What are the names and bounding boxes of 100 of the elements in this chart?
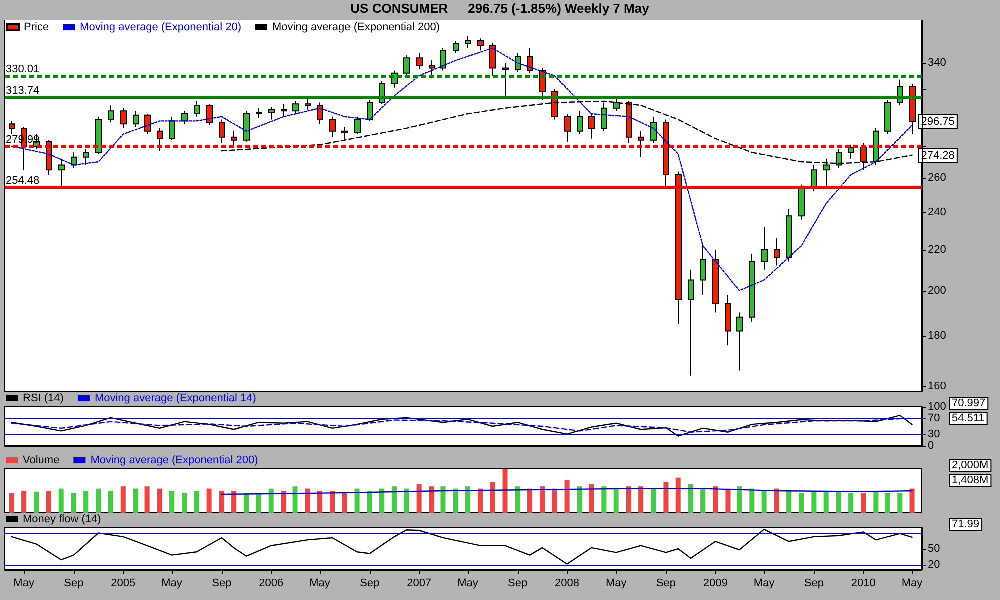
candlestick [440,48,446,72]
ref-line-label: 313.74 [6,85,40,98]
bar [885,493,890,513]
candlestick [588,114,595,140]
legend-label: Price [24,22,50,34]
y-tick-label: 20 [928,558,940,571]
bar [527,488,532,513]
bar [651,488,656,513]
candlestick [243,110,250,142]
candlestick [515,52,521,73]
bar [564,480,570,513]
candlestick [675,171,682,325]
bar [737,486,742,513]
bar [874,491,879,513]
bar [120,486,126,513]
bar [58,488,64,513]
y-tick-label: 70 [928,412,940,425]
bar [836,491,842,513]
x-tick-label: 2009 [703,578,728,590]
candlestick [305,96,311,110]
candlestick [663,119,669,188]
legend-label: Money flow (14) [23,514,102,526]
bar [848,493,854,513]
bar [380,488,385,513]
x-tick-label: May [162,578,183,590]
legend-label: Moving average (Exponential 200) [272,22,440,34]
candlestick [453,40,459,54]
bar [182,493,188,513]
candlestick [786,208,792,262]
bar [910,488,915,513]
candlestick [281,104,287,118]
candlestick [256,108,262,119]
bar [861,493,866,513]
candlestick [181,110,188,125]
candlestick [700,244,706,296]
bar [404,488,410,513]
bar [453,488,458,513]
bar [824,491,829,513]
candlestick [206,104,213,126]
y-tick-label: 260 [928,172,946,184]
x-tick-label: 2008 [555,578,580,590]
legend-label: Volume [23,454,60,466]
y-tick-label: 50 [928,543,940,555]
bar [292,486,298,513]
chart-title: US CONSUMER [350,1,448,16]
candlestick [774,238,780,266]
x-tick-label: May [310,578,331,590]
bar [232,491,237,513]
ref-line-label: 254.48 [6,174,40,187]
x-tick-label: 2007 [407,578,432,590]
bar [342,493,348,513]
candlestick [194,100,200,118]
candlestick [403,55,410,76]
candlestick [527,48,533,74]
candlestick [268,106,275,120]
legend-label: Moving average (Exponential 200) [90,454,258,466]
bar [46,491,52,513]
candlestick [749,253,755,322]
candlestick [465,36,471,49]
x-tick-label: 2010 [851,578,876,590]
candlestick [761,226,768,270]
bar [9,493,14,513]
bar [71,493,76,513]
candlestick [477,38,484,52]
bar [392,486,398,513]
candlestick [712,249,719,314]
x-tick-label: May [754,578,776,590]
bar [676,478,681,513]
candlestick [725,294,731,346]
bar [206,488,212,513]
candlestick [157,128,163,152]
bar [367,491,372,513]
bar [540,486,546,513]
text: 1,408M [952,474,989,486]
candlestick [133,110,139,128]
candlestick [108,105,114,124]
legend-label: Moving average (Exponential 20) [80,22,242,34]
bar [219,491,224,513]
bar [774,488,780,513]
y-tick-label: 30 [928,428,940,440]
legend-label: Moving average (Exponential 14) [94,392,256,404]
candlestick [120,108,127,129]
bar [589,484,594,513]
x-tick-label: 2006 [259,578,284,590]
y-tick-label: 100 [928,401,946,413]
bar [465,486,470,513]
x-tick-label: Sep [212,578,232,590]
bar [108,491,114,513]
text: 54.511 [952,412,985,424]
bar [354,488,360,513]
candlestick [169,116,175,141]
candlestick [884,100,891,135]
bar [898,493,903,513]
ref-line-label: 330.01 [6,63,40,76]
candlestick [317,102,323,125]
candlestick [650,116,657,144]
candlestick [736,312,743,372]
y-tick-label: 180 [928,330,946,342]
candlestick [502,62,509,96]
x-tick-label: May [606,578,628,590]
